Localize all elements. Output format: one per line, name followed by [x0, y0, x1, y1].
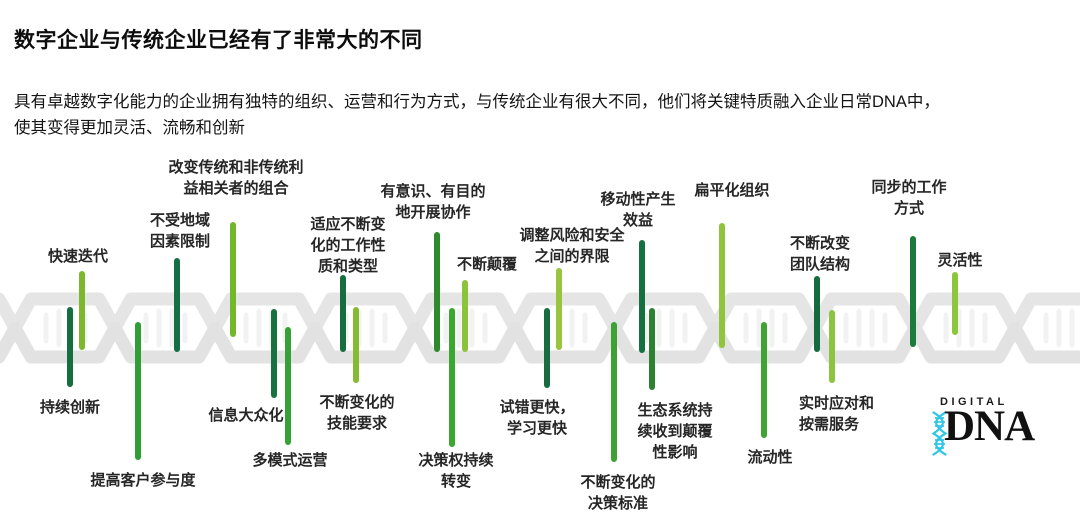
dna-helix-icon — [931, 411, 948, 456]
trait-bar — [434, 232, 440, 352]
trait-bar — [174, 258, 180, 352]
trait-bar — [449, 308, 455, 447]
trait-label: 不断变化的 技能要求 — [319, 394, 395, 432]
trait-label: 实时应对和 按需服务 — [799, 395, 875, 433]
trait-label: 多模式运营 — [252, 452, 328, 469]
trait-label: 调整风险和安全 之间的界限 — [519, 227, 625, 265]
trait-label: 生态系统持 续收到颠覆 性影响 — [637, 402, 713, 461]
trait-label: 持续创新 — [39, 399, 101, 416]
trait-bar — [79, 271, 85, 350]
trait-bar — [814, 276, 820, 352]
trait-bar — [544, 308, 550, 388]
trait-label: 试错更快， 学习更快 — [499, 399, 575, 437]
trait-bar — [285, 327, 291, 445]
trait-bar — [462, 280, 468, 352]
logo-dna-text: DNA — [944, 403, 1035, 450]
trait-bar — [271, 309, 277, 398]
trait-label: 信息大众化 — [208, 407, 284, 424]
trait-bar — [639, 240, 645, 353]
page-subtitle: 具有卓越数字化能力的企业拥有独特的组织、运营和行为方式，与传统企业有很大不同，他… — [14, 92, 940, 137]
trait-label: 有意识、有目的 地开展协作 — [380, 183, 486, 221]
logo-digital-text: DIGITAL — [940, 396, 1008, 408]
trait-bar — [67, 307, 73, 387]
page-title: 数字企业与传统企业已经有了非常大的不同 — [14, 29, 423, 53]
trait-bar — [135, 322, 141, 460]
trait-bar — [649, 308, 655, 390]
trait-label: 不断颠覆 — [456, 256, 518, 273]
trait-bar — [611, 322, 617, 462]
trait-bar — [952, 272, 958, 335]
trait-bar — [353, 307, 359, 383]
trait-label: 快速迭代 — [47, 248, 109, 265]
digital-dna-logo: DIGITAL DNA — [928, 394, 1068, 458]
trait-label: 灵活性 — [937, 252, 983, 269]
trait-bar — [910, 236, 916, 347]
trait-label: 扁平化组织 — [694, 182, 770, 199]
trait-bar — [556, 268, 562, 350]
trait-label: 改变传统和非传统利 益相关者的组合 — [168, 159, 304, 197]
dna-helix-graphic — [0, 290, 1080, 366]
trait-label: 移动性产生 效益 — [600, 191, 676, 229]
trait-label: 不断改变 团队结构 — [789, 235, 851, 273]
trait-bar — [761, 322, 767, 438]
trait-bar — [829, 310, 835, 383]
trait-label: 同步的工作 方式 — [871, 179, 947, 217]
trait-label: 适应不断变 化的工作性 质和类型 — [310, 216, 386, 275]
trait-bar — [230, 222, 236, 337]
trait-label: 提高客户参与度 — [90, 472, 196, 489]
trait-bar — [719, 223, 725, 348]
trait-label: 不受地域 因素限制 — [149, 212, 211, 250]
trait-bar — [340, 275, 346, 352]
trait-label: 流动性 — [747, 449, 793, 466]
trait-label: 不断变化的 决策标准 — [580, 474, 656, 512]
trait-label: 决策权持续 转变 — [418, 452, 494, 490]
